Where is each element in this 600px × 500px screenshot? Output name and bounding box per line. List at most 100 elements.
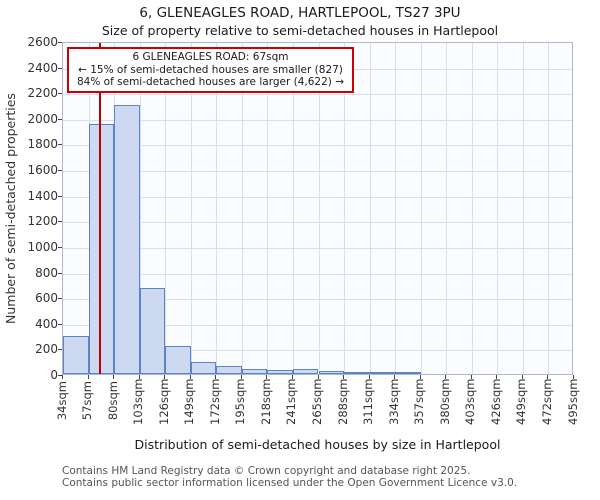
x-tick-label: 380sqm bbox=[437, 378, 452, 425]
gridline-v bbox=[267, 43, 269, 374]
y-tick-label: 1800 bbox=[27, 137, 58, 152]
x-tick-mark bbox=[164, 375, 166, 379]
x-tick-mark bbox=[291, 375, 293, 379]
x-tick-mark bbox=[547, 375, 549, 379]
x-tick-mark bbox=[368, 375, 370, 379]
x-tick-label: 311sqm bbox=[361, 378, 376, 425]
y-tick-label: 200 bbox=[35, 342, 58, 357]
x-tick-mark bbox=[419, 375, 421, 379]
gridline-v bbox=[420, 43, 422, 374]
y-tick-label: 2000 bbox=[27, 111, 58, 126]
y-tick-label: 800 bbox=[35, 265, 58, 280]
y-tick-label: 600 bbox=[35, 291, 58, 306]
x-tick-label: 241sqm bbox=[284, 378, 299, 425]
x-tick-label: 149sqm bbox=[182, 378, 197, 425]
histogram-bar bbox=[63, 335, 89, 374]
gridline-h bbox=[63, 222, 572, 224]
chart-title: 6, GLENEAGLES ROAD, HARTLEPOOL, TS27 3PU bbox=[139, 5, 461, 21]
y-tick-mark bbox=[58, 67, 62, 69]
x-tick-label: 472sqm bbox=[539, 378, 554, 425]
y-tick-label: 1600 bbox=[27, 163, 58, 178]
gridline-v bbox=[497, 43, 499, 374]
x-tick-mark bbox=[573, 375, 574, 379]
x-tick-mark bbox=[317, 375, 319, 379]
histogram-bar bbox=[318, 371, 345, 374]
x-tick-mark bbox=[113, 375, 115, 379]
footer: Contains HM Land Registry data © Crown c… bbox=[62, 465, 518, 489]
gridline-h bbox=[63, 247, 572, 249]
x-tick-mark bbox=[240, 375, 242, 379]
x-tick-mark bbox=[496, 375, 498, 379]
plot-area: 6 GLENEAGLES ROAD: 67sqm ← 15% of semi-d… bbox=[62, 42, 573, 375]
gridline-h bbox=[63, 119, 572, 121]
gridline-v bbox=[139, 43, 141, 374]
x-tick-label: 495sqm bbox=[565, 378, 580, 425]
x-tick-label: 34sqm bbox=[54, 381, 69, 421]
y-tick-mark bbox=[58, 375, 62, 376]
x-tick-label: 57sqm bbox=[80, 381, 95, 421]
y-tick-label: 2400 bbox=[27, 60, 58, 75]
gridline-h bbox=[63, 324, 572, 326]
y-tick-mark bbox=[58, 118, 62, 120]
y-tick-mark bbox=[58, 298, 62, 300]
y-tick-mark bbox=[58, 272, 62, 274]
gridline-v bbox=[548, 43, 550, 374]
gridline-h bbox=[63, 350, 572, 352]
y-tick-label: 1400 bbox=[27, 188, 58, 203]
gridline-v bbox=[522, 43, 524, 374]
y-tick-mark bbox=[58, 221, 62, 223]
x-tick-label: 426sqm bbox=[488, 378, 503, 425]
annotation-line-1: 6 GLENEAGLES ROAD: 67sqm bbox=[132, 51, 289, 63]
gridline-v bbox=[241, 43, 243, 374]
x-tick-mark bbox=[445, 375, 447, 379]
histogram-bar bbox=[344, 372, 370, 374]
x-tick-label: 126sqm bbox=[156, 378, 171, 425]
y-tick-mark bbox=[58, 93, 62, 95]
y-tick-label: 1200 bbox=[27, 214, 58, 229]
footer-line-2: Contains public sector information licen… bbox=[62, 476, 518, 489]
gridline-v bbox=[292, 43, 294, 374]
y-tick-mark bbox=[58, 42, 62, 43]
gridline-h bbox=[63, 94, 572, 96]
x-tick-mark bbox=[215, 375, 217, 379]
x-tick-mark bbox=[521, 375, 523, 379]
x-tick-label: 195sqm bbox=[233, 378, 248, 425]
x-tick-label: 265sqm bbox=[310, 378, 324, 425]
x-tick-mark bbox=[138, 375, 140, 379]
y-tick-mark bbox=[58, 323, 62, 325]
gridline-v bbox=[471, 43, 473, 374]
histogram-bar bbox=[88, 124, 115, 374]
x-tick-mark bbox=[266, 375, 268, 379]
histogram-bar bbox=[190, 362, 217, 374]
x-tick-label: 80sqm bbox=[105, 381, 120, 421]
gridline-v bbox=[190, 43, 192, 374]
marker-line bbox=[98, 43, 101, 374]
x-tick-label: 334sqm bbox=[386, 378, 401, 425]
gridline-v bbox=[395, 43, 397, 374]
y-tick-label: 1000 bbox=[27, 239, 58, 254]
gridline-h bbox=[63, 196, 572, 198]
annotation-box: 6 GLENEAGLES ROAD: 67sqm ← 15% of semi-d… bbox=[67, 47, 355, 93]
x-tick-mark bbox=[189, 375, 191, 379]
chart-subtitle: Size of property relative to semi-detach… bbox=[101, 23, 499, 38]
x-axis-label: Distribution of semi-detached houses by … bbox=[134, 437, 501, 452]
histogram-bar bbox=[216, 366, 242, 374]
y-tick-mark bbox=[58, 195, 62, 197]
histogram-bar bbox=[267, 370, 293, 374]
gridline-v bbox=[216, 43, 218, 374]
y-tick-label: 0 bbox=[50, 368, 58, 382]
annotation-line-2: ← 15% of semi-detached houses are smalle… bbox=[78, 63, 343, 76]
gridline-h bbox=[63, 145, 572, 147]
x-tick-mark bbox=[394, 375, 396, 379]
y-tick-mark bbox=[58, 144, 62, 146]
footer-line-1: Contains HM Land Registry data © Crown c… bbox=[62, 465, 471, 477]
x-tick-label: 218sqm bbox=[258, 378, 273, 425]
x-tick-label: 103sqm bbox=[131, 378, 146, 425]
gridline-v bbox=[165, 43, 167, 374]
y-tick-label: 2600 bbox=[27, 35, 58, 49]
y-tick-mark bbox=[58, 246, 62, 248]
histogram-bar bbox=[114, 105, 140, 374]
x-tick-mark bbox=[343, 375, 345, 379]
histogram-bar bbox=[292, 368, 319, 374]
